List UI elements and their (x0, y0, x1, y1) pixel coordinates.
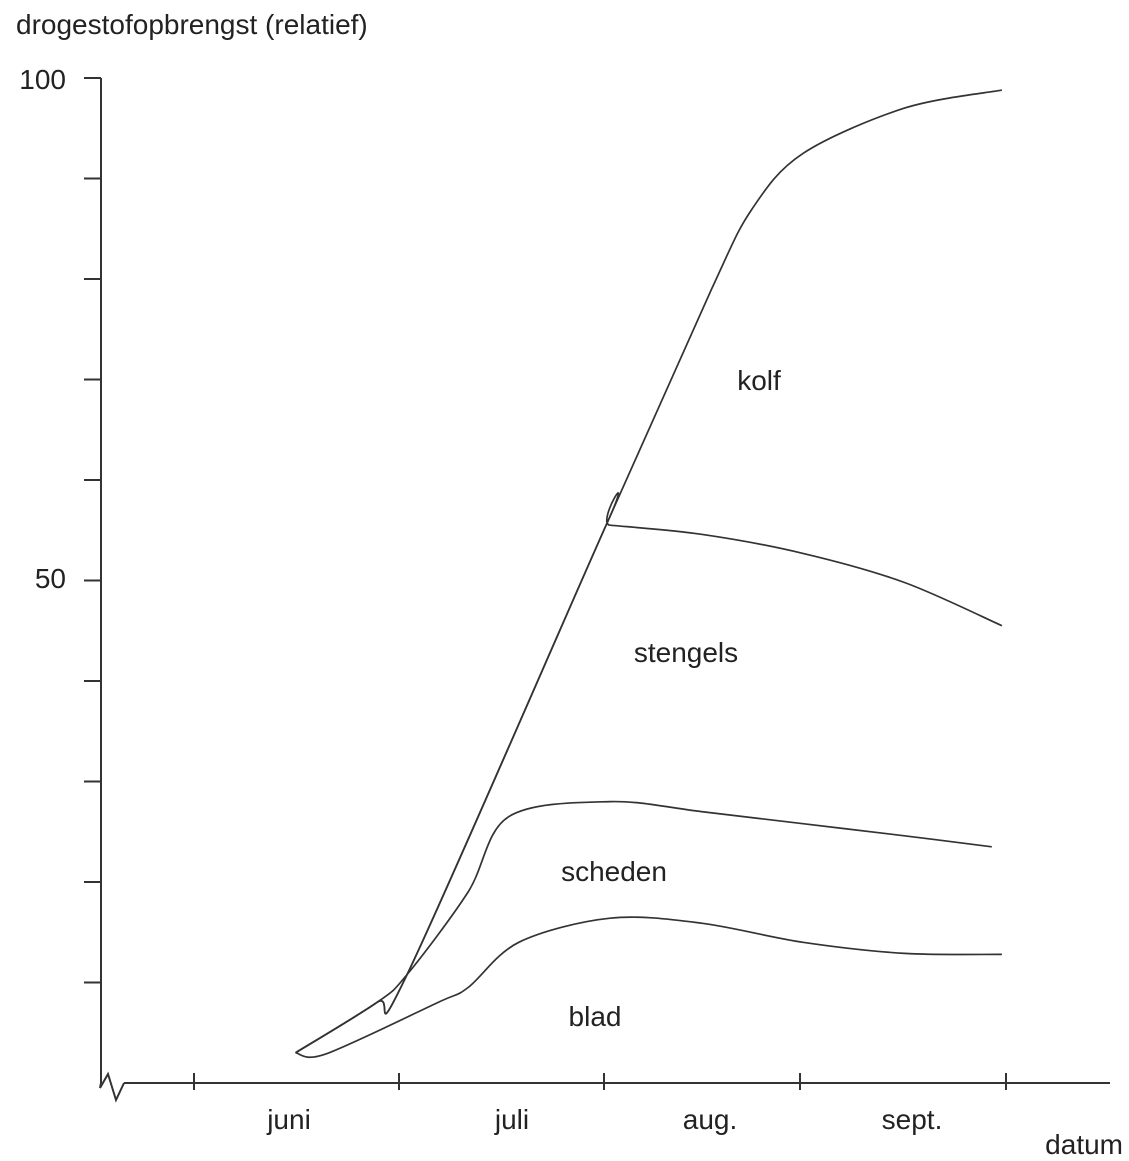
x-tick-label-sept: sept. (882, 1104, 943, 1135)
y-axis-label: drogestofopbrengst (relatief) (16, 9, 368, 40)
y-ticks (84, 77, 101, 984)
series-line-kolf (295, 89, 1003, 1054)
area-label-stengels: stengels (634, 637, 738, 668)
x-tick-label-juni: juni (266, 1104, 311, 1135)
area-label-scheden: scheden (561, 856, 667, 887)
series-line-blad (295, 916, 1002, 1058)
axis-break-mark (99, 1071, 125, 1103)
series-curves (295, 89, 1003, 1058)
series-line-stengels (295, 492, 1003, 1054)
area-label-blad: blad (569, 1001, 622, 1032)
area-label-kolf: kolf (737, 365, 781, 396)
y-tick-label-100: 100 (19, 64, 66, 95)
y-tick-label-50: 50 (35, 563, 66, 594)
x-ticks (193, 1073, 1007, 1090)
series-line-scheden (295, 800, 992, 1054)
x-tick-label-aug: aug. (683, 1104, 738, 1135)
x-tick-label-juli: juli (494, 1104, 529, 1135)
x-axis-label: datum (1045, 1129, 1123, 1160)
